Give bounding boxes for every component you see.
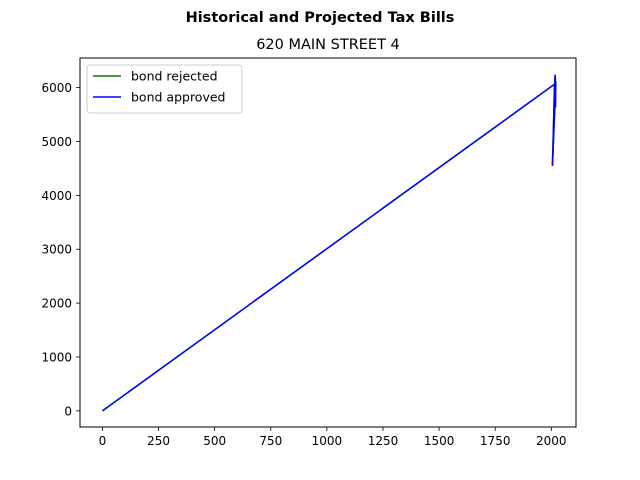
y-tick-label: 4000	[41, 189, 72, 203]
y-tick-label: 0	[64, 404, 72, 418]
legend-label-bond-approved: bond approved	[131, 90, 225, 105]
y-axis: 0 1000 2000 3000 4000 5000 6000	[41, 81, 80, 418]
x-tick-label: 0	[99, 434, 107, 448]
legend: bond rejected bond approved	[86, 64, 243, 114]
chart-suptitle: Historical and Projected Tax Bills	[186, 10, 455, 26]
x-tick-label: 250	[147, 434, 170, 448]
x-tick-label: 1750	[480, 434, 511, 448]
y-tick-label: 1000	[41, 350, 72, 364]
plot-area	[79, 57, 577, 428]
y-tick-label: 2000	[41, 297, 72, 311]
y-tick-label: 3000	[41, 243, 72, 257]
x-axis: 0 250 500 750 1000 1250 1500 1750 2000	[99, 427, 567, 448]
chart-title: 620 MAIN STREET 4	[256, 37, 400, 53]
series-line-bond-approved	[102, 74, 557, 412]
x-tick-label: 1000	[312, 434, 343, 448]
x-tick-label: 1250	[368, 434, 399, 448]
axes-frame	[79, 57, 577, 428]
y-tick-label: 5000	[41, 135, 72, 149]
x-tick-label: 2000	[536, 434, 567, 448]
x-tick-label: 500	[203, 434, 226, 448]
x-tick-label: 750	[259, 434, 282, 448]
series-layer	[102, 74, 557, 412]
y-tick-label: 6000	[41, 81, 72, 95]
legend-label-bond-rejected: bond rejected	[131, 69, 218, 84]
legend-box	[86, 64, 243, 114]
x-tick-label: 1500	[424, 434, 455, 448]
